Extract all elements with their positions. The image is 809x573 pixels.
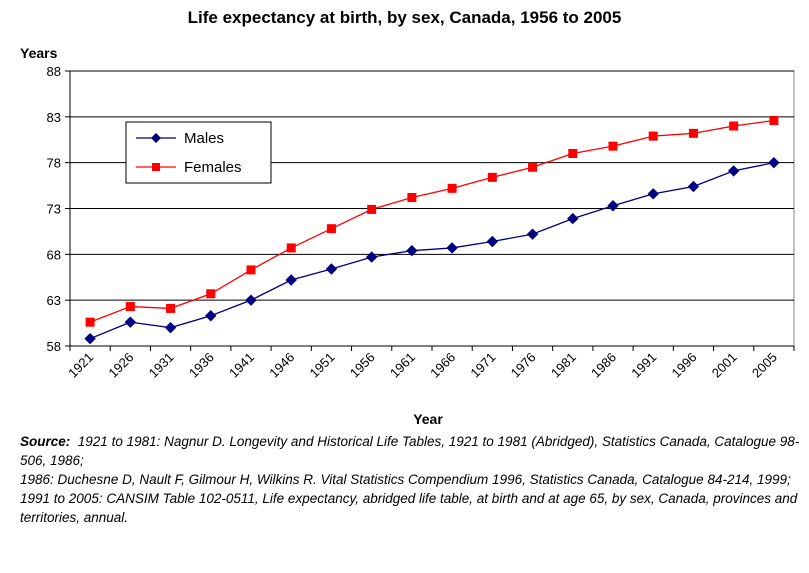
data-point: [769, 116, 779, 125]
source-line-3: 1991 to 2005: CANSIM Table 102-0511, Lif…: [20, 491, 798, 525]
series-line: [89, 162, 775, 340]
source-text-1: 1921 to 1981: Nagnur D. Longevity and Hi…: [20, 434, 800, 468]
data-point: [166, 303, 176, 313]
data-point: [326, 224, 336, 234]
data-point: [446, 242, 458, 254]
legend-label: Females: [184, 159, 242, 176]
legend: Males Females: [125, 121, 272, 184]
x-tick-label: 1941: [226, 350, 257, 381]
gridlines: [69, 70, 795, 347]
data-point: [85, 317, 95, 327]
source-label: Source:: [20, 434, 71, 449]
x-tick-label: 2001: [709, 350, 740, 381]
y-tick-label: 88: [47, 64, 61, 79]
chart-title: Life expectancy at birth, by sex, Canada…: [187, 8, 622, 27]
data-point: [487, 172, 497, 182]
data-point: [447, 183, 457, 193]
x-tick-label: 1996: [669, 350, 700, 381]
legend-item-males: Males: [136, 130, 224, 147]
data-point: [486, 235, 499, 248]
x-tick-label: 1946: [266, 350, 297, 381]
x-tick-label: 1956: [347, 350, 378, 381]
data-point: [325, 263, 338, 275]
y-tick-label: 83: [47, 110, 61, 125]
source-line-2: 1986: Duchesne D, Nault F, Gilmour H, Wi…: [20, 472, 791, 487]
data-point: [768, 156, 780, 169]
x-tick-label: 2005: [749, 350, 780, 381]
series-males: [84, 156, 780, 345]
x-tick-label: 1976: [508, 350, 539, 381]
data-point: [729, 121, 739, 131]
data-point: [727, 165, 740, 177]
x-tick-label: 1991: [628, 350, 659, 381]
data-point: [687, 180, 700, 193]
data-point: [125, 302, 135, 312]
x-tick-label: 1971: [467, 350, 498, 381]
x-tick-label: 1986: [588, 350, 619, 381]
data-point: [286, 243, 296, 253]
data-point: [124, 316, 137, 328]
life-expectancy-chart: Years Year 58 63 68 73 78 83 88 1921 1926 1931 193…: [20, 45, 795, 427]
data-point: [206, 289, 216, 299]
series-line: [89, 119, 774, 323]
series-lines: [84, 116, 780, 345]
data-point: [607, 200, 619, 212]
source-line-1: Source: 1921 to 1981: Nagnur D. Longevit…: [20, 432, 800, 470]
data-point: [164, 321, 177, 334]
x-tick-label: 1936: [186, 350, 217, 381]
legend-label: Males: [184, 130, 224, 147]
x-tick-label: 1926: [105, 350, 136, 381]
y-tick-label: 68: [47, 247, 61, 262]
x-tick-label: 1981: [548, 350, 579, 381]
legend-marker: [152, 163, 160, 171]
x-tick-label: 1961: [387, 350, 418, 381]
data-point: [568, 149, 578, 158]
y-tick-label: 63: [47, 293, 61, 308]
data-point: [367, 204, 377, 214]
data-point: [608, 141, 618, 151]
data-point: [245, 294, 257, 306]
data-point: [567, 212, 579, 225]
data-point: [285, 274, 297, 286]
data-point: [648, 131, 658, 141]
x-tick-label: 1966: [427, 350, 458, 381]
data-point: [84, 332, 96, 345]
y-axis-title: Years: [20, 45, 58, 61]
source-note: Source: 1921 to 1981: Nagnur D. Longevit…: [20, 432, 800, 527]
data-point: [365, 251, 378, 263]
x-tick-label: 1931: [146, 350, 177, 381]
legend-box: [125, 121, 272, 184]
data-point: [407, 193, 417, 202]
y-tick-label: 78: [47, 156, 61, 171]
x-tick-label: 1921: [65, 350, 96, 381]
legend-marker: [151, 133, 161, 143]
legend-item-females: Females: [136, 159, 242, 176]
y-tick-label: 58: [47, 339, 61, 354]
data-point: [246, 265, 256, 275]
data-point: [647, 188, 659, 200]
y-tick-label: 73: [47, 202, 61, 217]
data-point: [528, 162, 538, 172]
data-point: [526, 228, 539, 240]
data-point: [406, 244, 418, 257]
series-females: [85, 116, 779, 327]
data-point: [688, 128, 698, 138]
data-point: [205, 310, 217, 322]
x-tick-label: 1951: [307, 350, 338, 381]
x-axis-title: Year: [413, 411, 443, 427]
